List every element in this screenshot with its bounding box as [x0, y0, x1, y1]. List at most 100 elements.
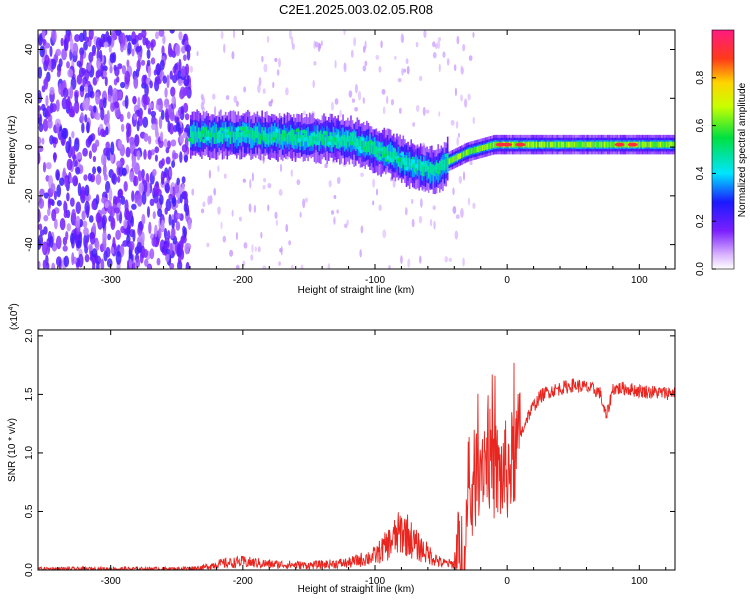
heatmap-cell [65, 231, 69, 241]
heatmap-cell [117, 90, 123, 100]
heatmap-cell [329, 135, 334, 140]
heatmap-cell [243, 242, 248, 249]
heatmap-cell [419, 75, 423, 82]
heatmap-cell [169, 70, 173, 80]
heatmap-cell [183, 154, 189, 163]
heatmap-cell [165, 107, 169, 121]
heatmap-cell [256, 127, 259, 138]
heatmap-cell [334, 59, 337, 69]
heatmap-cell [369, 134, 371, 154]
heatmap-cell [551, 141, 554, 148]
heatmap-cell [117, 139, 123, 150]
heatmap-cell [369, 144, 371, 156]
heatmap-cell [397, 157, 402, 162]
heatmap-cell [84, 83, 88, 93]
heatmap-cell [96, 57, 101, 70]
heatmap-cell [610, 141, 612, 148]
heatmap-cell [193, 131, 195, 143]
heatmap-cell [414, 164, 419, 169]
heatmap-cell [333, 141, 338, 146]
heatmap-cell [391, 152, 393, 164]
heatmap-cell [189, 126, 192, 138]
heatmap-cell [328, 180, 332, 188]
heatmap-cell [570, 141, 573, 148]
heatmap-cell [238, 126, 243, 131]
heatmap-cell [438, 63, 441, 73]
heatmap-cell [136, 120, 140, 132]
heatmap-cell [105, 126, 109, 136]
heatmap-cell [229, 249, 234, 257]
heatmap-cell [100, 63, 104, 77]
heatmap-cell [208, 133, 213, 138]
heatmap-cell [429, 163, 432, 184]
heatmap-cell [458, 175, 463, 184]
colorbar: 0.0 0.2 0.4 0.6 0.8 Normalized spectral ampl… [695, 29, 748, 276]
snr-y-label: SNR (10 * v/v) [7, 418, 18, 482]
heatmap-cell [133, 113, 138, 121]
x-tick-label: -100 [365, 576, 385, 587]
heatmap-cell [433, 166, 438, 171]
heatmap-hotspot [614, 142, 625, 147]
heatmap-cell [366, 142, 368, 154]
heatmap-cell [174, 183, 180, 194]
heatmap-cell [382, 106, 386, 115]
heatmap-cell [584, 141, 587, 148]
heatmap-cell [472, 116, 475, 125]
heatmap-cell [657, 141, 660, 148]
heatmap-cell [386, 145, 389, 157]
heatmap-cell [54, 218, 58, 230]
heatmap-cell [370, 141, 375, 146]
heatmap-cell [457, 132, 461, 138]
heatmap-cell [274, 211, 278, 219]
heatmap-cell [66, 223, 72, 232]
heatmap-cell [58, 58, 63, 68]
heatmap-cell [216, 132, 219, 144]
heatmap-cell [159, 59, 165, 71]
heatmap-cell [477, 146, 479, 153]
heatmap-cell [116, 160, 122, 168]
heatmap-cell [422, 106, 426, 116]
heatmap-cell [139, 111, 143, 120]
heatmap-cell [158, 30, 165, 37]
heatmap-cell [611, 141, 614, 148]
heatmap-cell [556, 141, 558, 148]
heatmap-cell [165, 248, 171, 255]
heatmap-cell [75, 201, 82, 215]
heatmap-cell [82, 220, 88, 229]
heatmap-cell [213, 132, 216, 144]
heatmap-cell [400, 151, 405, 156]
y-tick-label: 20 [24, 92, 35, 104]
heatmap-cell [378, 204, 382, 212]
heatmap-cell [534, 141, 536, 148]
x-tick-label: -200 [233, 576, 253, 587]
heatmap-cell [146, 59, 151, 66]
heatmap-cell [41, 30, 46, 40]
heatmap-cell [156, 98, 163, 106]
heatmap-cell [274, 131, 276, 143]
heatmap-cell [170, 86, 176, 97]
heatmap-cell [308, 141, 313, 146]
heatmap-cell [200, 130, 205, 135]
heatmap-cell [254, 246, 257, 252]
heatmap-cell [95, 212, 102, 224]
heatmap-cell [196, 131, 198, 143]
heatmap-cell [457, 153, 460, 160]
heatmap-cell [324, 163, 328, 169]
heatmap-cell [42, 161, 47, 173]
heatmap-cell [296, 134, 298, 146]
heatmap-cell [38, 208, 41, 223]
heatmap-cell [47, 207, 51, 217]
heatmap-cell [613, 141, 616, 148]
heatmap-cell [321, 140, 326, 145]
y-tick-label: 2.0 [24, 328, 35, 342]
heatmap-cell [49, 86, 55, 95]
heatmap-cell [411, 198, 414, 205]
heatmap-cell [354, 141, 359, 146]
heatmap-cell [250, 254, 254, 261]
heatmap-cell [462, 171, 466, 181]
heatmap-cell [103, 41, 109, 48]
heatmap-cell [280, 133, 282, 145]
heatmap-cell [327, 263, 331, 269]
heatmap-cell [164, 207, 168, 215]
heatmap-cell [464, 150, 466, 157]
